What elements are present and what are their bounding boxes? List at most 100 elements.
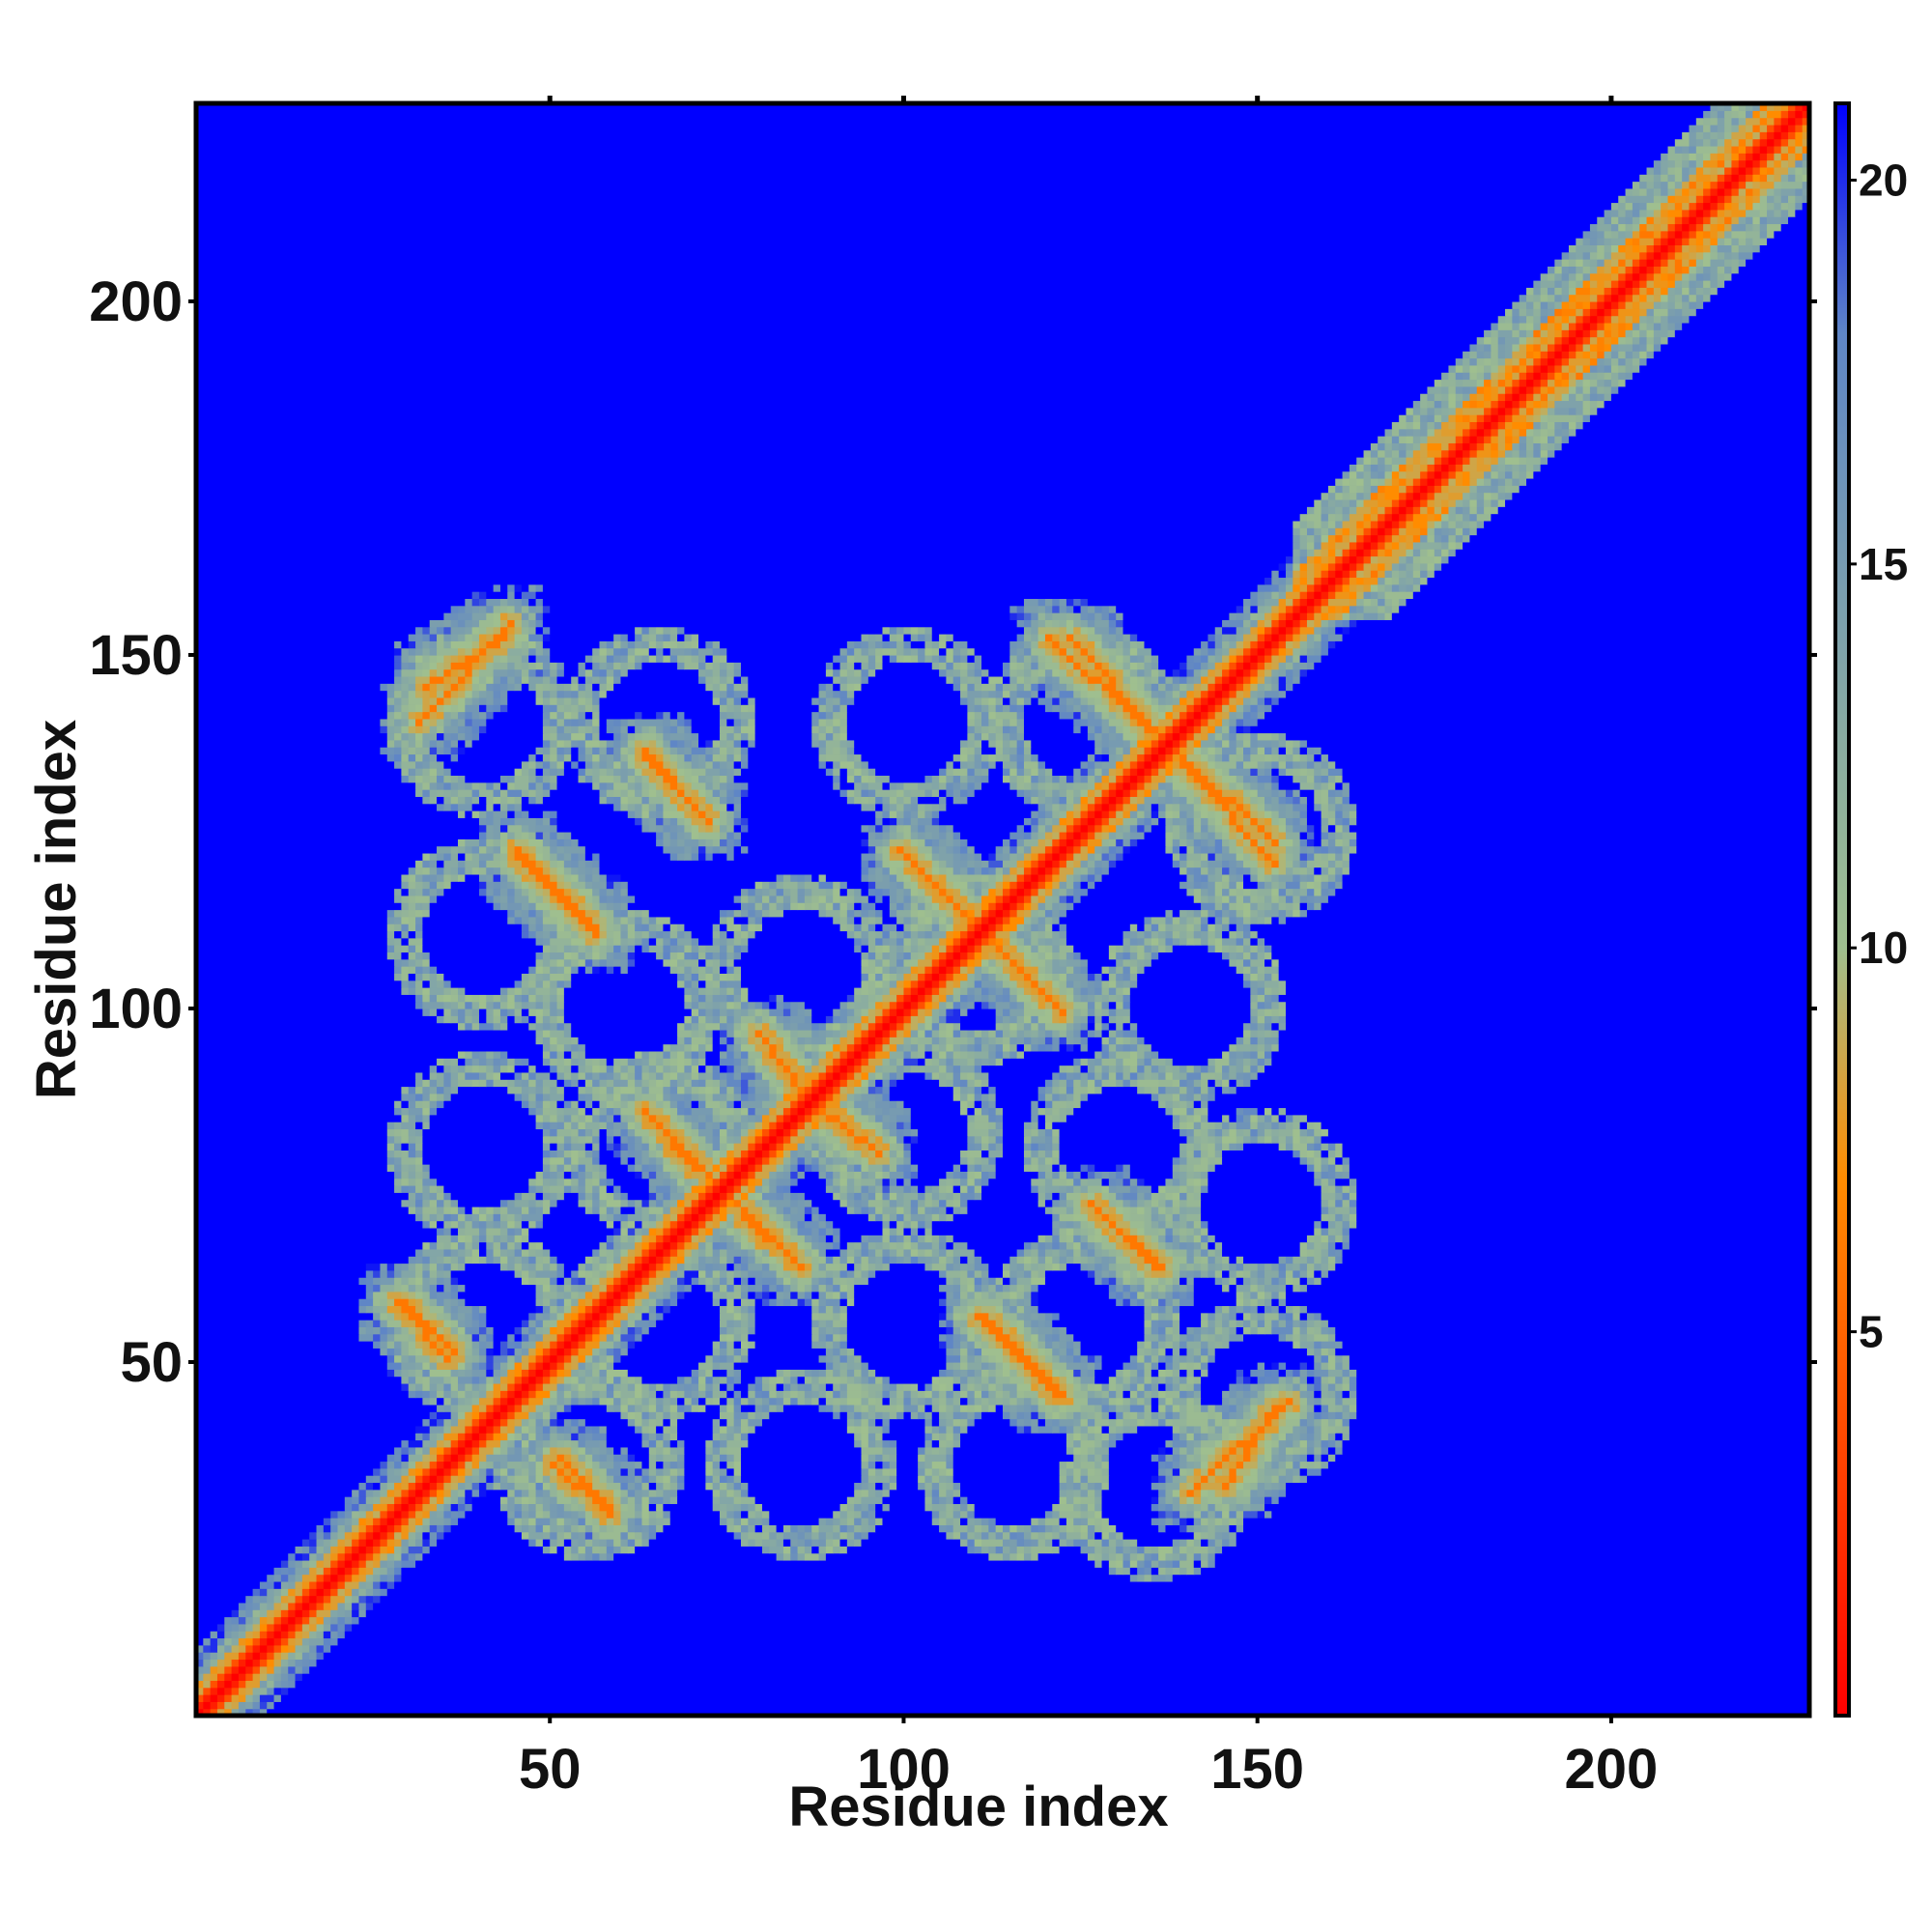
- heatmap-cell: [458, 1510, 466, 1519]
- heatmap-cell: [550, 1284, 558, 1293]
- heatmap-cell: [974, 1376, 982, 1384]
- heatmap-cell: [995, 1354, 1004, 1363]
- heatmap-cell: [613, 1320, 622, 1327]
- heatmap-cell: [761, 1277, 778, 1286]
- heatmap-cell: [535, 1333, 544, 1342]
- heatmap-cell: [726, 1284, 735, 1293]
- heatmap-cell: [450, 1291, 459, 1299]
- heatmap-cell: [627, 1539, 636, 1547]
- heatmap-cell: [493, 1390, 501, 1399]
- heatmap-cell: [365, 1291, 374, 1299]
- heatmap-cell: [833, 1524, 841, 1533]
- heatmap-cell: [1229, 1510, 1237, 1519]
- heatmap-cell: [1179, 1482, 1188, 1491]
- heatmap-cell: [995, 1341, 1004, 1349]
- heatmap-cell: [635, 1510, 643, 1519]
- heatmap-cell: [196, 1446, 395, 1455]
- heatmap-cell: [280, 1680, 289, 1689]
- heatmap-cell: [478, 1333, 487, 1342]
- heatmap-cell: [1016, 1312, 1025, 1321]
- heatmap-cell: [1179, 1411, 1188, 1420]
- heatmap-cell: [429, 1531, 438, 1540]
- heatmap-cell: [1285, 1284, 1293, 1293]
- heatmap-cell: [450, 1496, 459, 1504]
- heatmap-cell: [373, 1305, 382, 1314]
- heatmap-cell: [1016, 1546, 1025, 1554]
- heatmap-cell: [1165, 1510, 1174, 1519]
- heatmap-cell: [846, 1291, 855, 1299]
- heatmap-cell: [1293, 1382, 1301, 1391]
- heatmap-cell: [288, 1665, 297, 1674]
- heatmap-cell: [458, 1256, 466, 1264]
- heatmap-cell: [712, 1418, 721, 1427]
- heatmap-cell: [1285, 1320, 1293, 1327]
- heatmap-cell: [896, 1227, 905, 1236]
- heatmap-cell: [1222, 1482, 1230, 1491]
- heatmap-cell: [748, 1489, 855, 1497]
- heatmap-cell: [769, 1263, 778, 1271]
- heatmap-cell: [854, 1439, 863, 1448]
- heatmap-cell: [1044, 1333, 1053, 1342]
- heatmap-cell: [1208, 1220, 1315, 1229]
- heatmap-cell: [1356, 1369, 1810, 1378]
- heatmap-cell: [1179, 1454, 1188, 1463]
- heatmap-cell: [196, 1503, 346, 1512]
- heatmap-cell: [720, 1241, 727, 1250]
- heatmap-cell: [571, 1298, 580, 1307]
- heatmap-cell: [1094, 1227, 1103, 1236]
- heatmap-cell: [196, 1354, 388, 1363]
- heatmap-cell: [1172, 1446, 1180, 1455]
- heatmap-cell: [790, 1284, 799, 1293]
- heatmap-cell: [1243, 1376, 1251, 1384]
- heatmap-cell: [754, 1298, 763, 1307]
- heatmap-cell: [1222, 1454, 1230, 1463]
- heatmap-cell: [867, 1467, 876, 1476]
- heatmap-cell: [1101, 1496, 1152, 1504]
- heatmap-cell: [1236, 1284, 1251, 1293]
- heatmap-cell: [458, 1248, 466, 1257]
- heatmap-cell: [1179, 1361, 1188, 1370]
- heatmap-cell: [839, 1539, 848, 1547]
- heatmap-cell: [903, 1220, 912, 1229]
- heatmap-cell: [1186, 1439, 1195, 1448]
- heatmap-cell: [238, 1609, 246, 1618]
- heatmap-cell: [365, 1580, 374, 1589]
- heatmap-cell: [288, 1652, 297, 1661]
- heatmap-cell: [415, 1489, 423, 1497]
- heatmap-cell: [1151, 1354, 1159, 1363]
- heatmap-cell: [613, 1390, 622, 1399]
- heatmap-cell: [889, 1256, 897, 1264]
- heatmap-cell: [337, 1518, 346, 1525]
- heatmap-cell: [867, 1369, 876, 1378]
- heatmap-cell: [861, 1503, 869, 1512]
- heatmap-cell: [1023, 1269, 1032, 1278]
- heatmap-cell: [1186, 1220, 1195, 1229]
- heatmap-cell: [1073, 1213, 1089, 1222]
- heatmap-cell: [556, 1546, 565, 1554]
- heatmap-cell: [443, 1376, 452, 1384]
- heatmap-cell: [720, 1235, 727, 1243]
- heatmap-cell: [1065, 1425, 1074, 1434]
- heatmap-cell: [528, 1539, 537, 1547]
- heatmap-cell: [478, 1411, 487, 1420]
- heatmap-cell: [450, 1326, 459, 1335]
- heatmap-cell: [471, 1475, 480, 1484]
- heatmap-cell: [507, 1376, 516, 1384]
- heatmap-cell: [939, 1248, 947, 1257]
- heatmap-cell: [394, 1518, 403, 1525]
- heatmap-cell: [974, 1411, 982, 1420]
- heatmap-cell: [613, 1461, 622, 1469]
- heatmap-cell: [882, 1503, 891, 1512]
- heatmap-cell: [267, 1652, 275, 1661]
- heatmap-cell: [245, 1687, 254, 1695]
- heatmap-cell: [946, 1454, 954, 1463]
- heatmap-cell: [563, 1305, 572, 1314]
- heatmap-cell: [769, 1227, 778, 1236]
- heatmap-cell: [386, 1461, 395, 1469]
- heatmap-cell: [571, 1397, 580, 1406]
- heatmap-cell: [1016, 1291, 1025, 1299]
- heatmap-cell: [620, 1454, 629, 1463]
- heatmap-cell: [535, 1291, 544, 1299]
- heatmap-cell: [776, 1269, 784, 1278]
- heatmap-cell: [352, 1609, 360, 1618]
